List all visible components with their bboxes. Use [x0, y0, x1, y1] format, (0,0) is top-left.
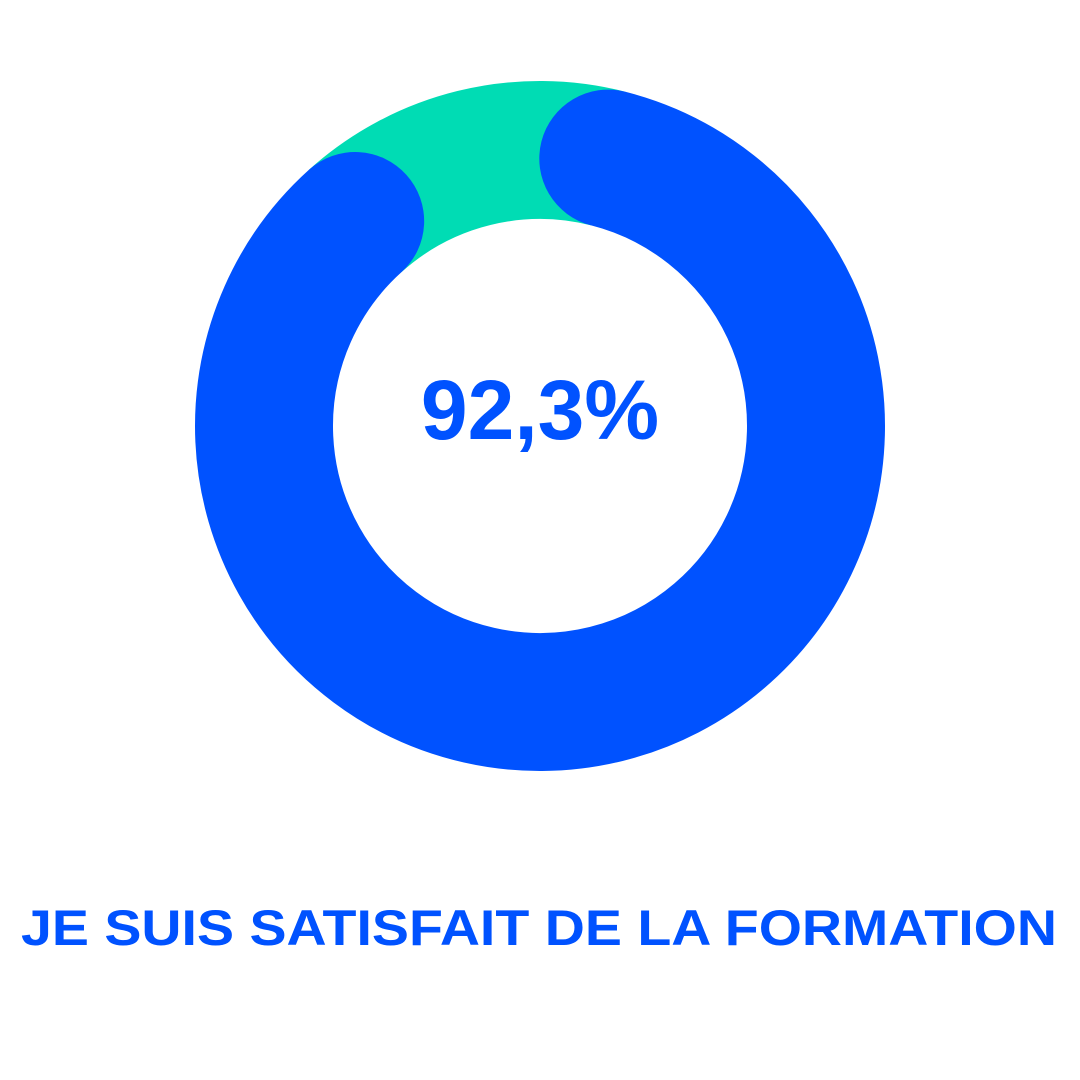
donut-segment — [195, 89, 885, 771]
center-value-label: 92,3% — [421, 363, 659, 457]
chart-title: JE SUIS SATISFAIT DE LA FORMATION — [21, 900, 1057, 956]
